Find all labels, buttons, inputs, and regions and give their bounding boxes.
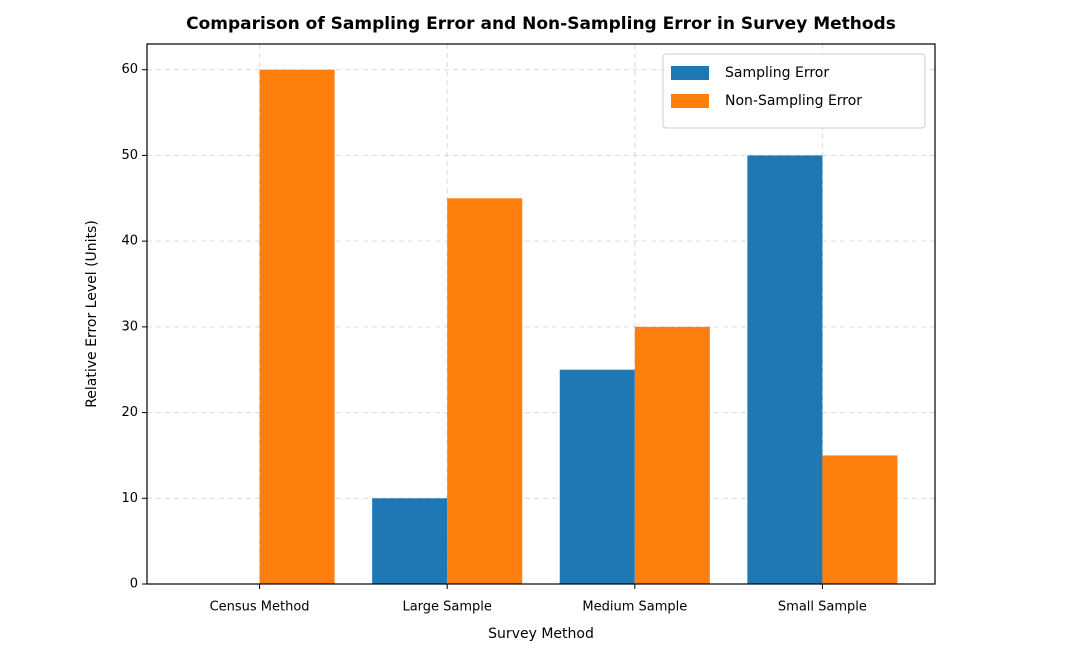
plot-frame — [146, 43, 936, 585]
x-tick-label: Medium Sample — [582, 600, 687, 615]
legend-label: Non-Sampling Error — [725, 93, 862, 109]
y-tick-label: 40 — [121, 234, 138, 249]
x-tick-label: Small Sample — [778, 600, 867, 615]
x-tick-label: Census Method — [210, 600, 310, 615]
y-tick-label: 60 — [121, 62, 138, 77]
bar — [822, 455, 898, 584]
bar — [634, 326, 710, 584]
y-tick-label: 0 — [130, 577, 138, 592]
bar — [259, 69, 335, 584]
legend-swatch — [671, 94, 709, 108]
y-tick-label: 20 — [121, 405, 138, 420]
y-tick-label: 10 — [121, 491, 138, 506]
bar — [559, 369, 635, 584]
bar — [747, 155, 823, 584]
x-tick-label: Large Sample — [402, 600, 491, 615]
x-axis-label: Survey Method — [488, 626, 594, 642]
bar — [372, 498, 448, 584]
legend-swatch — [671, 66, 709, 80]
legend-box — [662, 53, 926, 129]
legend-label: Sampling Error — [725, 65, 829, 81]
y-axis-label: Relative Error Level (Units) — [84, 220, 100, 408]
bar — [447, 198, 523, 585]
y-tick-label: 50 — [121, 148, 138, 163]
y-tick-label: 30 — [121, 319, 138, 334]
chart-title: Comparison of Sampling Error and Non-Sam… — [186, 14, 896, 34]
